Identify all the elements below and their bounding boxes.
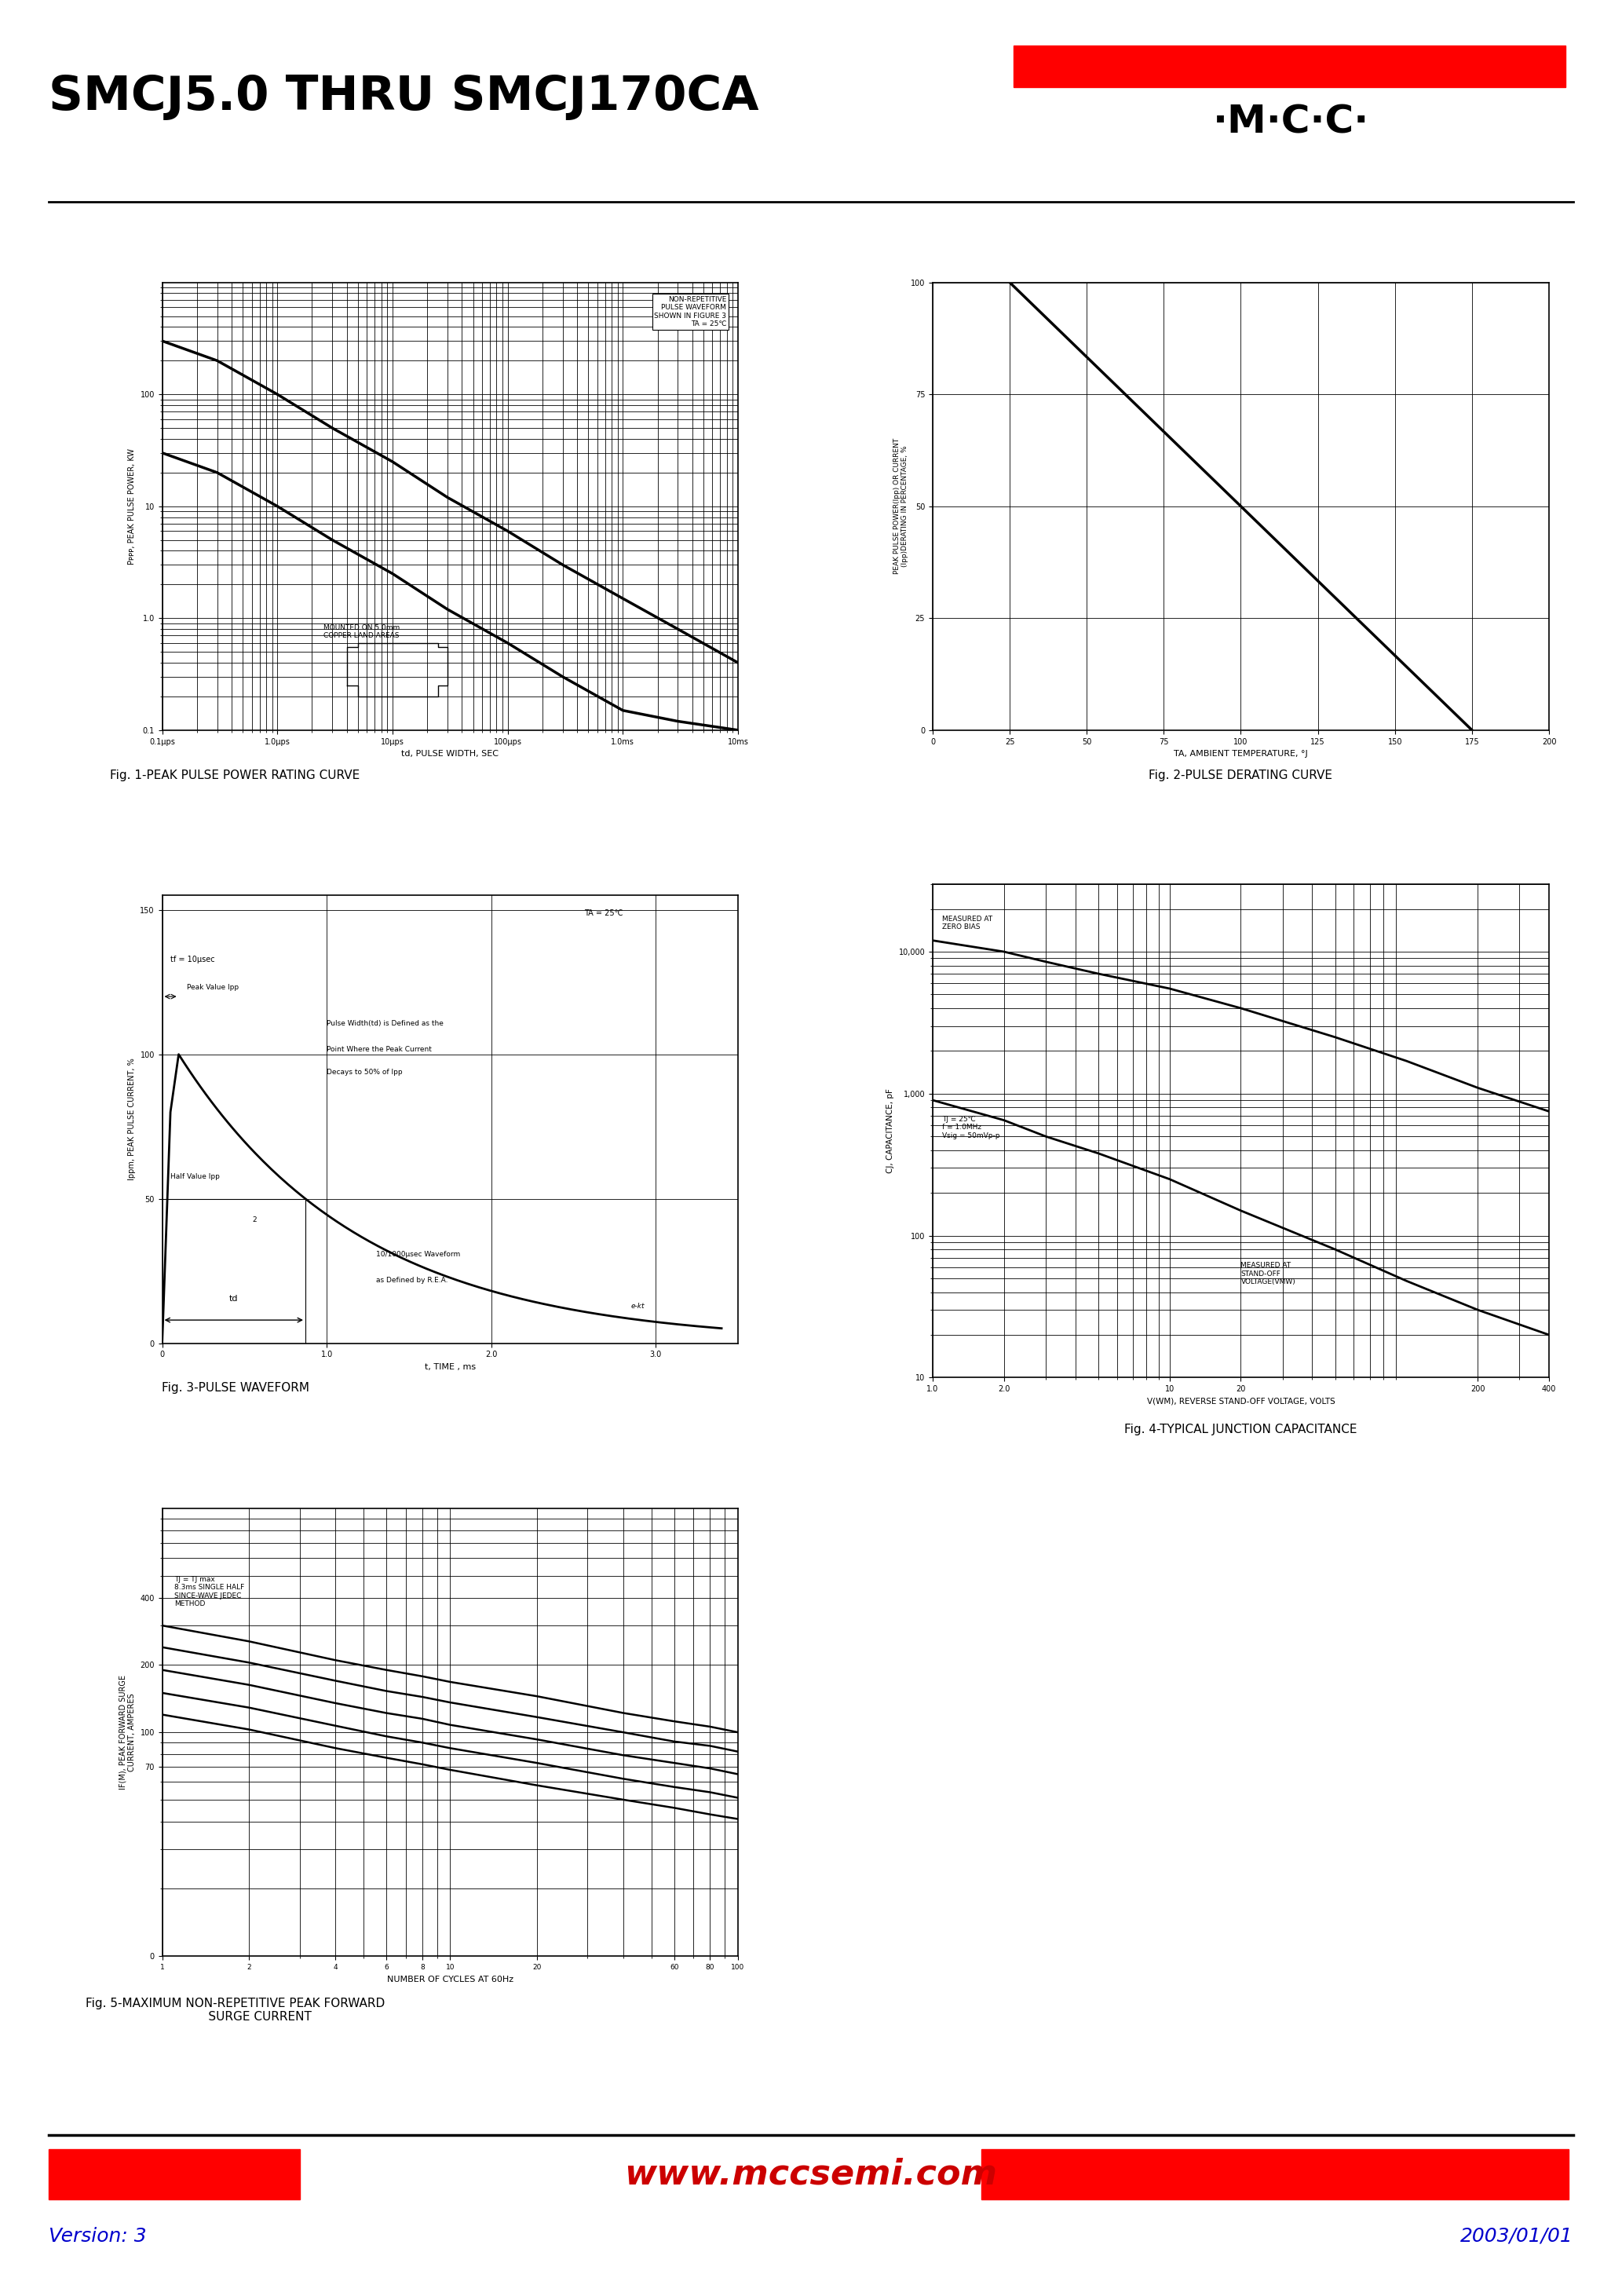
Y-axis label: CJ, CAPACITANCE, pF: CJ, CAPACITANCE, pF (886, 1088, 894, 1173)
X-axis label: t, TIME , ms: t, TIME , ms (425, 1364, 475, 1371)
Text: Fig. 3-PULSE WAVEFORM: Fig. 3-PULSE WAVEFORM (162, 1382, 308, 1394)
X-axis label: td, PULSE WIDTH, SEC: td, PULSE WIDTH, SEC (401, 751, 500, 758)
Text: 2: 2 (253, 1217, 258, 1224)
Text: 10/1000µsec Waveform: 10/1000µsec Waveform (376, 1251, 461, 1258)
Text: TJ = TJ max
8.3ms SINGLE HALF
SINCE-WAVE JEDEC
METHOD: TJ = TJ max 8.3ms SINGLE HALF SINCE-WAVE… (174, 1575, 245, 1607)
Text: Fig. 4-TYPICAL JUNCTION CAPACITANCE: Fig. 4-TYPICAL JUNCTION CAPACITANCE (1124, 1424, 1358, 1435)
Y-axis label: Pᴘᴘᴘ, PEAK PULSE POWER, KW: Pᴘᴘᴘ, PEAK PULSE POWER, KW (128, 448, 136, 565)
Text: Fig. 1-PEAK PULSE POWER RATING CURVE: Fig. 1-PEAK PULSE POWER RATING CURVE (110, 769, 360, 781)
Text: Pulse Width(td) is Defined as the: Pulse Width(td) is Defined as the (326, 1019, 443, 1026)
X-axis label: TA, AMBIENT TEMPERATURE, °J: TA, AMBIENT TEMPERATURE, °J (1174, 751, 1307, 758)
Bar (1014, 46, 1565, 87)
Text: tf = 10µsec: tf = 10µsec (170, 955, 214, 964)
Y-axis label: IF(M), PEAK FORWARD SURGE
CURRENT, AMPERES: IF(M), PEAK FORWARD SURGE CURRENT, AMPER… (118, 1676, 136, 1789)
Text: MEASURED AT
ZERO BIAS: MEASURED AT ZERO BIAS (942, 916, 993, 930)
Bar (49, 2149, 300, 2200)
Text: as Defined by R.E.A.: as Defined by R.E.A. (376, 1277, 448, 1283)
Y-axis label: PEAK PULSE POWER(Ipp) OR CURRENT
(Ipp)DERATING IN PERCENTAGE, %: PEAK PULSE POWER(Ipp) OR CURRENT (Ipp)DE… (894, 439, 908, 574)
Text: Half Value Ipp: Half Value Ipp (170, 1173, 221, 1180)
Text: Decays to 50% of Ipp: Decays to 50% of Ipp (326, 1070, 402, 1077)
Text: TJ = 25℃
f = 1.0MHz
Vsig = 50mVp-p: TJ = 25℃ f = 1.0MHz Vsig = 50mVp-p (942, 1116, 1001, 1139)
Text: e-kt: e-kt (631, 1304, 646, 1311)
Text: ·M·C·C·: ·M·C·C· (1213, 103, 1369, 140)
Text: MEASURED AT
STAND-OFF
VOLTAGE(VMW): MEASURED AT STAND-OFF VOLTAGE(VMW) (1241, 1263, 1296, 1286)
Text: td: td (229, 1295, 238, 1302)
Text: Version: 3: Version: 3 (49, 2227, 146, 2245)
Bar (981, 2149, 1568, 2200)
Text: MOUNTED ON 5.0mm
COPPER LAND AREAS: MOUNTED ON 5.0mm COPPER LAND AREAS (323, 625, 399, 638)
X-axis label: V(WM), REVERSE STAND-OFF VOLTAGE, VOLTS: V(WM), REVERSE STAND-OFF VOLTAGE, VOLTS (1147, 1398, 1335, 1405)
Text: TA = 25℃: TA = 25℃ (584, 909, 623, 916)
Text: Fig. 2-PULSE DERATING CURVE: Fig. 2-PULSE DERATING CURVE (1148, 769, 1333, 781)
Text: 2003/01/01: 2003/01/01 (1460, 2227, 1573, 2245)
Text: Point Where the Peak Current: Point Where the Peak Current (326, 1047, 431, 1054)
Text: NON-REPETITIVE
PULSE WAVEFORM
SHOWN IN FIGURE 3
TA = 25℃: NON-REPETITIVE PULSE WAVEFORM SHOWN IN F… (654, 296, 727, 328)
Text: www.mccsemi.com: www.mccsemi.com (624, 2158, 998, 2190)
X-axis label: NUMBER OF CYCLES AT 60Hz: NUMBER OF CYCLES AT 60Hz (388, 1975, 513, 1984)
Text: Peak Value Ipp: Peak Value Ipp (187, 983, 238, 992)
Text: Fig. 5-MAXIMUM NON-REPETITIVE PEAK FORWARD
             SURGE CURRENT: Fig. 5-MAXIMUM NON-REPETITIVE PEAK FORWA… (86, 1998, 384, 2023)
Text: SMCJ5.0 THRU SMCJ170CA: SMCJ5.0 THRU SMCJ170CA (49, 73, 759, 119)
Y-axis label: Ippm, PEAK PULSE CURRENT, %: Ippm, PEAK PULSE CURRENT, % (128, 1058, 136, 1180)
